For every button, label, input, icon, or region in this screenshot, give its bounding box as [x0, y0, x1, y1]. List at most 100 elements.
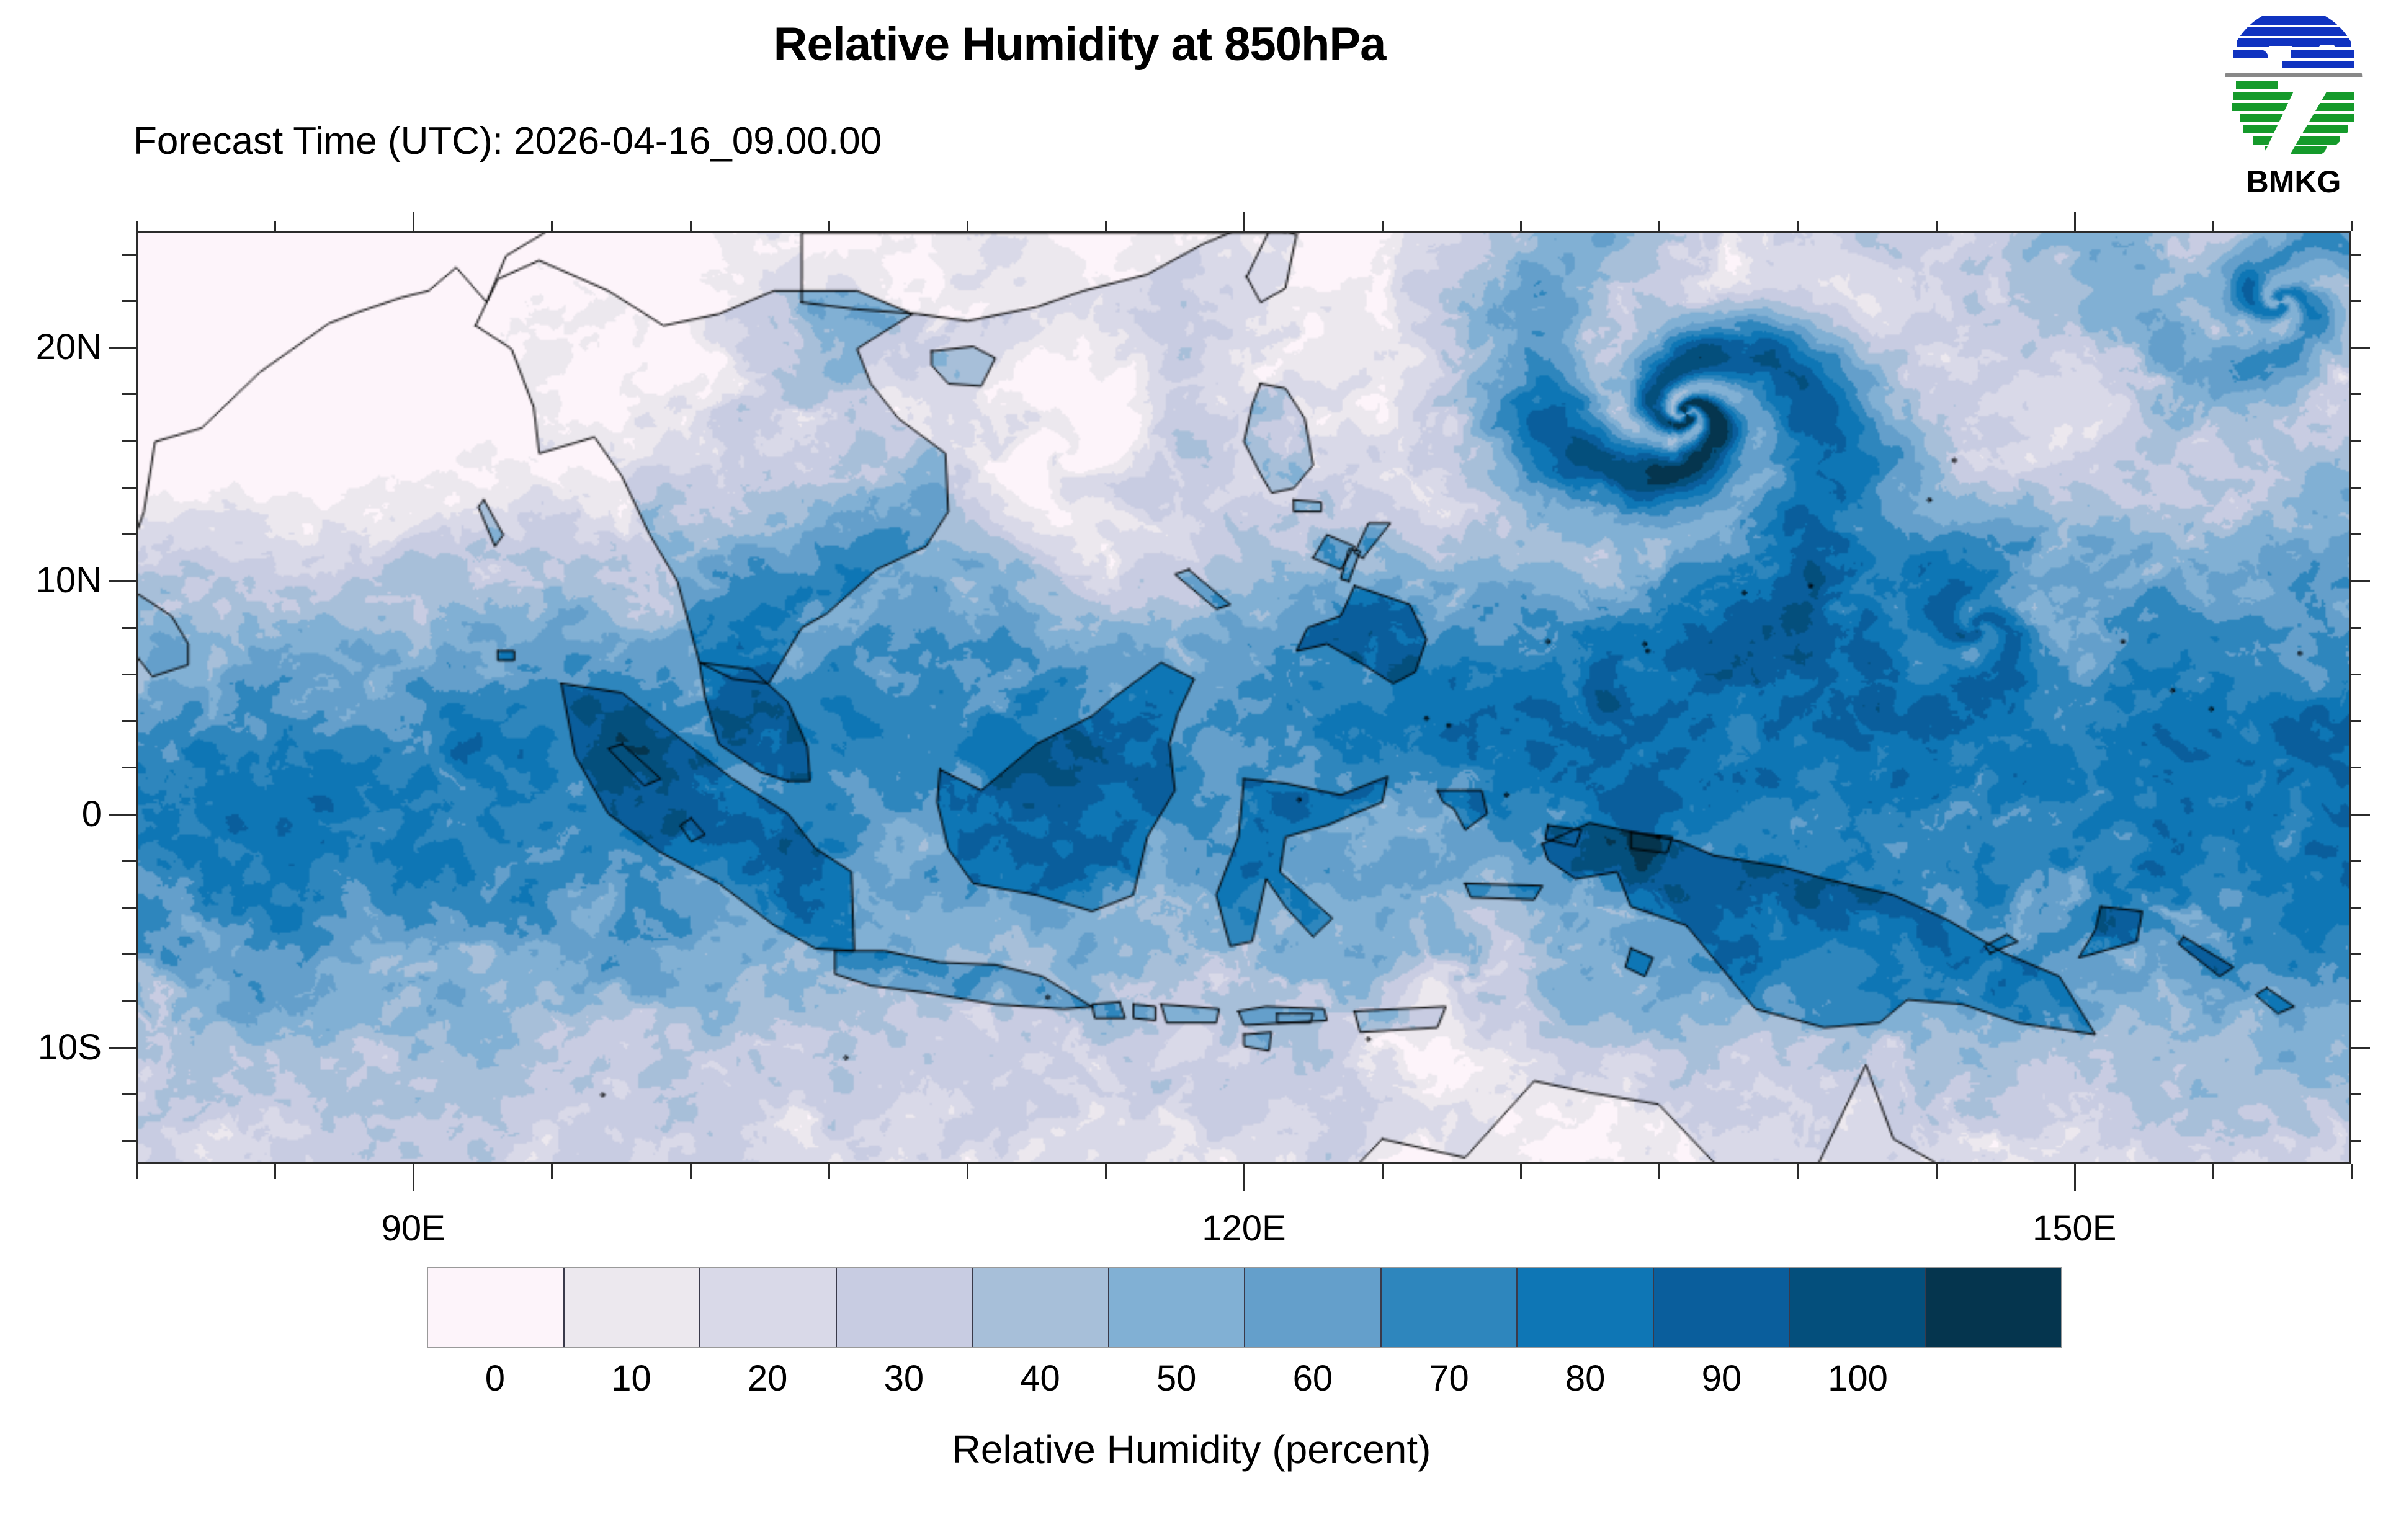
lon-major-tick	[1243, 1164, 1245, 1191]
lon-minor-tick	[1520, 1164, 1522, 1179]
lat-right-tick	[2351, 580, 2370, 582]
lat-minor-tick	[122, 953, 136, 955]
lat-right-tick	[2351, 627, 2361, 629]
humidity-field-canvas	[138, 233, 2349, 1162]
lon-top-tick	[1243, 212, 1245, 231]
colorbar-cell	[973, 1268, 1109, 1347]
lon-minor-tick	[2212, 1164, 2214, 1179]
lat-minor-tick	[122, 1140, 136, 1142]
lon-top-tick	[1936, 221, 1938, 231]
lat-minor-tick	[122, 627, 136, 629]
lat-minor-tick	[122, 254, 136, 256]
lon-axis-label: 90E	[381, 1208, 445, 1248]
lat-major-tick	[109, 347, 136, 349]
colorbar-tick-label: 40	[1020, 1358, 1060, 1399]
colorbar-tick-label: 20	[747, 1358, 788, 1399]
lat-right-tick	[2351, 674, 2361, 675]
lon-top-tick	[136, 221, 138, 231]
lon-axis-label: 120E	[1202, 1208, 1286, 1248]
colorbar[interactable]: 0 10 20 30 40 50 60 70 80 90 100	[427, 1267, 2062, 1399]
lat-right-tick	[2351, 907, 2361, 909]
colorbar-cell	[1245, 1268, 1382, 1347]
colorbar-cell	[1790, 1268, 1926, 1347]
lat-right-tick	[2351, 1093, 2361, 1095]
lat-right-tick	[2351, 720, 2361, 722]
lat-axis-label: 10N	[35, 560, 102, 601]
colorbar-tick-label: 70	[1429, 1358, 1469, 1399]
colorbar-cell	[836, 1268, 973, 1347]
colorbar-cell	[1653, 1268, 1790, 1347]
lat-major-tick	[109, 814, 136, 816]
lat-minor-tick	[122, 487, 136, 489]
colorbar-tick-label: 80	[1565, 1358, 1606, 1399]
lon-top-tick	[551, 221, 553, 231]
lat-minor-tick	[122, 767, 136, 768]
colorbar-cell	[1926, 1268, 2061, 1347]
lon-minor-tick	[551, 1164, 553, 1179]
page-title: Relative Humidity at 850hPa	[773, 18, 1387, 71]
lon-major-tick	[2074, 1164, 2076, 1191]
colorbar-cell	[1381, 1268, 1518, 1347]
lon-top-tick	[1797, 221, 1799, 231]
lat-right-tick	[2351, 487, 2361, 489]
colorbar-cell	[700, 1268, 837, 1347]
lat-right-tick	[2351, 440, 2361, 442]
lon-minor-tick	[136, 1164, 138, 1179]
lon-top-tick	[1382, 221, 1384, 231]
lat-major-tick	[109, 580, 136, 582]
lon-top-tick	[828, 221, 830, 231]
lat-right-tick	[2351, 533, 2361, 535]
lat-major-tick	[109, 1047, 136, 1049]
lat-axis-label: 0	[81, 793, 102, 834]
bmkg-divider	[2225, 73, 2363, 77]
colorbar-cell	[428, 1268, 565, 1347]
lat-right-tick	[2351, 1000, 2361, 1002]
colorbar-cell	[1109, 1268, 1245, 1347]
lat-minor-tick	[122, 907, 136, 909]
colorbar-tick-label: 10	[611, 1358, 651, 1399]
lon-top-tick	[2212, 221, 2214, 231]
lat-right-tick	[2351, 814, 2370, 816]
lat-axis-label: 10S	[37, 1026, 102, 1067]
relative-humidity-map[interactable]	[136, 231, 2351, 1164]
colorbar-tick-label: 60	[1292, 1358, 1333, 1399]
lat-minor-tick	[122, 720, 136, 722]
lon-minor-tick	[1936, 1164, 1938, 1179]
colorbar-tick-label: 100	[1828, 1358, 1888, 1399]
lon-axis-label: 150E	[2032, 1208, 2117, 1248]
colorbar-tick-label: 90	[1701, 1358, 1742, 1399]
bmkg-emblem-icon	[2225, 7, 2363, 161]
lon-top-tick	[1520, 221, 1522, 231]
colorbar-tick-label: 30	[883, 1358, 924, 1399]
lon-minor-tick	[1658, 1164, 1660, 1179]
lon-minor-tick	[274, 1164, 276, 1179]
lat-minor-tick	[122, 1093, 136, 1095]
lon-top-tick	[2074, 212, 2076, 231]
colorbar-tick-label: 0	[485, 1358, 505, 1399]
lat-right-tick	[2351, 953, 2361, 955]
lat-minor-tick	[122, 393, 136, 395]
lon-top-tick	[690, 221, 692, 231]
lat-right-tick	[2351, 1140, 2361, 1142]
bmkg-logo-text: BMKG	[2246, 164, 2341, 199]
lat-minor-tick	[122, 300, 136, 302]
lat-axis-label: 20N	[35, 327, 102, 368]
lat-minor-tick	[122, 440, 136, 442]
colorbar-cell	[1518, 1268, 1654, 1347]
lat-minor-tick	[122, 674, 136, 675]
colorbar-cell	[564, 1268, 700, 1347]
lat-right-tick	[2351, 254, 2361, 256]
lon-minor-tick	[828, 1164, 830, 1179]
lon-top-tick	[2351, 221, 2353, 231]
lon-minor-tick	[1382, 1164, 1384, 1179]
lon-top-tick	[274, 221, 276, 231]
lat-right-tick	[2351, 860, 2361, 862]
colorbar-title: Relative Humidity (percent)	[952, 1427, 1431, 1472]
lat-right-tick	[2351, 347, 2370, 349]
colorbar-tick-label: 50	[1156, 1358, 1197, 1399]
lat-minor-tick	[122, 1000, 136, 1002]
lon-minor-tick	[2351, 1164, 2353, 1179]
lon-minor-tick	[1797, 1164, 1799, 1179]
lat-right-tick	[2351, 767, 2361, 768]
lat-right-tick	[2351, 300, 2361, 302]
